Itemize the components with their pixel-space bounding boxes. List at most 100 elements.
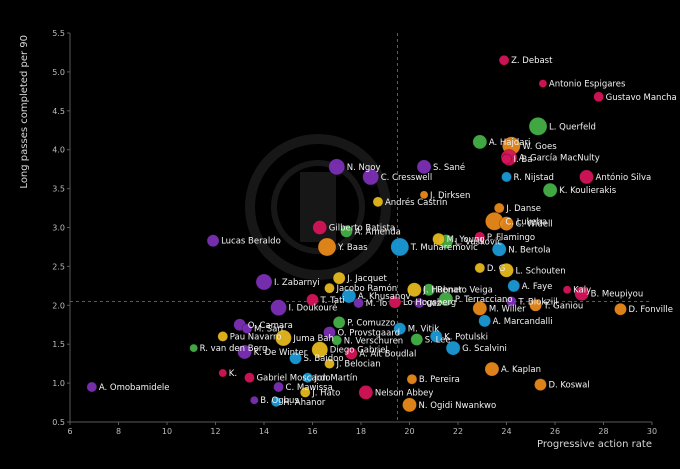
data-point	[189, 343, 198, 353]
point-label: T. Tati	[320, 296, 345, 306]
point-label: M. Sarr	[254, 325, 285, 335]
x-tick-label: 16	[307, 427, 317, 436]
x-tick-label: 18	[356, 427, 366, 436]
point-label: Gabriel Moscardo	[256, 374, 330, 384]
point-label: A. Ait Boudlal	[359, 350, 416, 360]
x-tick-label: 6	[67, 427, 72, 436]
x-tick-label: 24	[501, 427, 511, 436]
data-point	[472, 134, 488, 150]
point-label: Juma Bah	[292, 334, 334, 344]
data-point	[332, 316, 346, 329]
point-label: António Silva	[596, 172, 652, 183]
data-point	[507, 279, 521, 293]
y-tick-label: 5.0	[52, 68, 65, 77]
data-point	[499, 216, 514, 231]
point-label: W. Goes	[522, 142, 557, 152]
data-point	[493, 202, 505, 214]
point-label: R. Nijstad	[514, 173, 554, 183]
data-point	[270, 299, 287, 316]
data-point	[324, 282, 335, 294]
data-point	[372, 196, 384, 208]
data-point	[562, 285, 572, 295]
data-point	[311, 341, 329, 358]
point-label: K. Potulski	[444, 332, 488, 342]
x-tick-label: 14	[259, 427, 269, 436]
point-label: P. Terracciano	[455, 295, 513, 305]
data-point	[614, 302, 627, 316]
point-label: G. Scalvini	[462, 344, 507, 354]
x-tick-label: 26	[550, 427, 560, 436]
data-point	[244, 372, 255, 383]
y-axis-title: Long passes completed per 90	[19, 35, 30, 189]
point-label: A. Marcandalli	[493, 317, 553, 327]
point-label: D. Fonville	[628, 305, 672, 315]
data-point	[255, 273, 273, 291]
data-point	[593, 91, 604, 103]
data-point	[323, 326, 336, 339]
data-point	[362, 168, 380, 186]
point-label: Renato Veiga	[437, 286, 493, 296]
data-point	[340, 225, 353, 238]
data-point	[331, 335, 343, 346]
y-tick-label: 3.5	[52, 185, 65, 194]
y-tick-label: 1.0	[52, 379, 65, 388]
data-point	[538, 79, 548, 88]
data-point	[273, 381, 284, 393]
data-point	[407, 282, 422, 298]
point-label: B. Ogbus	[260, 396, 299, 406]
point-label: Nelson Abbey	[375, 388, 434, 398]
point-label: Andrés Castrín	[385, 197, 447, 208]
point-label: K. Koulierakis	[559, 186, 617, 196]
point-label: I. Ba	[514, 155, 533, 165]
point-label: Jacobo Ramón	[335, 283, 397, 294]
point-label: M. Young	[447, 235, 485, 245]
point-label: J. Jacquet	[346, 274, 387, 284]
point-label: Lucas Beraldo	[221, 237, 281, 247]
data-point	[390, 237, 410, 257]
point-label: Pau Navarro	[230, 332, 282, 342]
y-tick-label: 3.0	[52, 224, 65, 233]
data-point	[478, 314, 491, 328]
point-label: C. Widell	[516, 220, 553, 230]
y-tick-label: 2.5	[52, 262, 65, 271]
point-label: N. Ngoy	[347, 163, 381, 173]
data-point	[429, 330, 443, 343]
point-label: Gilberto Batista	[329, 224, 395, 234]
data-point	[206, 234, 220, 248]
point-label: P. Comuzzo	[347, 318, 395, 328]
data-point	[324, 358, 335, 369]
point-label: J. Hubner	[422, 286, 463, 296]
data-point	[270, 396, 282, 408]
data-point	[501, 153, 512, 165]
point-label: N. Ogidi Nwankwo	[419, 401, 497, 411]
data-point	[86, 381, 98, 393]
data-point	[542, 182, 558, 198]
data-point	[528, 117, 548, 136]
data-point	[218, 368, 228, 378]
point-label: L. Querfeld	[549, 122, 596, 132]
data-point	[299, 387, 311, 398]
data-point	[241, 323, 253, 334]
point-label: S. Baidoo	[304, 354, 344, 364]
point-label: O. Provstgaard	[337, 329, 400, 339]
point-label: T. Ganiou	[543, 301, 584, 311]
y-tick-label: 4.5	[52, 107, 65, 116]
y-tick-label: 5.5	[52, 29, 65, 38]
data-point	[501, 171, 512, 183]
point-label: N. Verschuren	[344, 336, 403, 346]
point-label: Lo Hogsberg	[403, 298, 456, 308]
point-label: M. Vitik	[408, 325, 439, 335]
point-label: J. Danse	[505, 204, 541, 214]
point-label: T. Blokzijl	[517, 297, 557, 307]
x-tick-label: 30	[647, 427, 657, 436]
point-label: B. Pereira	[419, 375, 460, 385]
data-point	[353, 297, 364, 309]
data-point	[534, 378, 547, 391]
point-label: A. Khusanov	[358, 292, 411, 302]
data-point	[419, 190, 429, 200]
point-label: L. Schouten	[516, 266, 566, 276]
point-label: Antonio Espigares	[549, 80, 626, 90]
data-point	[499, 262, 514, 278]
point-label: A. Kaplan	[501, 365, 541, 375]
